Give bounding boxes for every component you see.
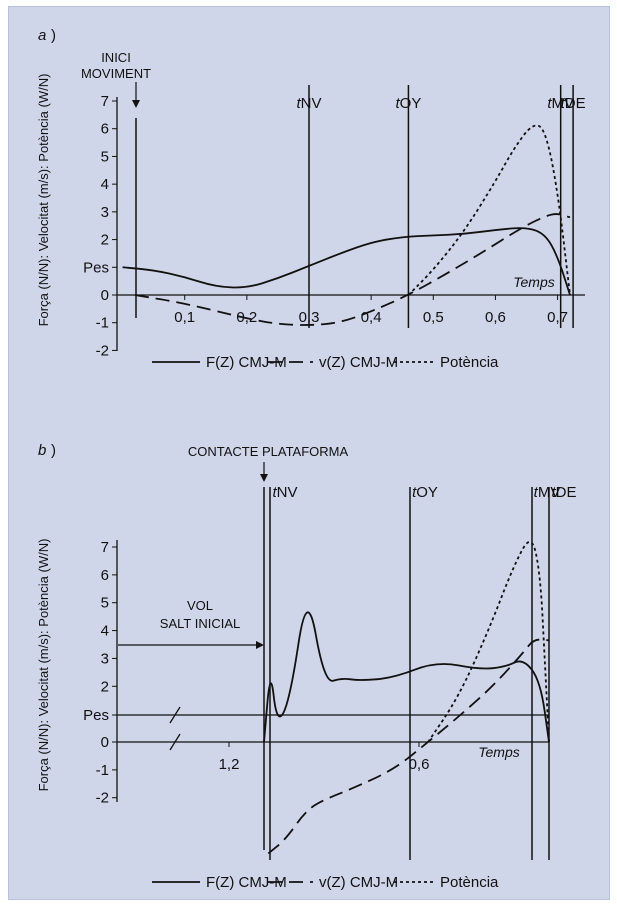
- y-tick-label-a: Pes: [83, 259, 109, 276]
- chart-a: a ) Força (N/N): Velocitat (m/s): Potènc…: [36, 27, 586, 359]
- legend-a: F(Z) CMJ-M v(Z) CMJ-M Potència: [152, 354, 499, 371]
- legend-label-b: Potència: [440, 874, 499, 891]
- axis-break-mark-b: [169, 706, 181, 724]
- y-axis-label-b: Força (N/N): Velocitat (m/s): Potència (…: [36, 539, 51, 792]
- event-annotation-line2-a: MOVIMENT: [81, 66, 151, 81]
- y-tick-label-a: 6: [101, 121, 109, 138]
- x-tick-label-a: 0,5: [423, 309, 444, 326]
- y-tick-label-b: 5: [101, 595, 109, 612]
- marker-label-b: tDE: [551, 484, 576, 501]
- event-arrow-head-b: [260, 474, 268, 482]
- marker-label-b: tNV: [272, 484, 297, 501]
- legend-label-b: v(Z) CMJ-M: [319, 874, 398, 891]
- y-tick-label-a: 7: [101, 93, 109, 110]
- marker-label-a: tOY: [395, 95, 421, 112]
- marker-label-a: tNV: [296, 95, 321, 112]
- marker-label-a: tMV: [547, 95, 574, 112]
- x-tick-label-b: 0,6: [409, 756, 430, 773]
- flight-annotation-line1-b: VOL: [187, 598, 213, 613]
- y-tick-label-a: 5: [101, 148, 109, 165]
- y-tick-label-b: 6: [101, 567, 109, 584]
- legend-b: F(Z) CMJ-M v(Z) CMJ-M Potència: [152, 874, 499, 891]
- event-arrow-head-a: [132, 100, 140, 108]
- x-tick-label-a: 0,7: [547, 309, 568, 326]
- x-axis-label-b: Temps: [478, 744, 520, 760]
- y-tick-label-a: 2: [101, 232, 109, 249]
- axis-break-mark-b: [169, 733, 181, 751]
- y-tick-label-b: 7: [101, 539, 109, 556]
- x-tick-label-a: 0,1: [174, 309, 195, 326]
- event-annotation-b: CONTACTE PLATAFORMA: [188, 444, 349, 459]
- series-line-a-dotted: [407, 124, 571, 296]
- series-b: [263, 541, 550, 855]
- legend-label-b: F(Z) CMJ-M: [206, 874, 287, 891]
- panel-label-a: a: [38, 27, 46, 44]
- series-line-b-solid: [263, 611, 550, 743]
- y-tick-label-a: 3: [101, 204, 109, 221]
- legend-label-a: F(Z) CMJ-M: [206, 354, 287, 371]
- panel-label-a-paren: ): [51, 27, 56, 44]
- y-tick-label-a: -1: [96, 315, 109, 332]
- chart-b: b ) Força (N/N): Velocitat (m/s): Potènc…: [36, 442, 577, 860]
- flight-arrow-head-b: [256, 641, 264, 649]
- y-tick-label-b: 2: [101, 678, 109, 695]
- y-tick-label-b: Pes: [83, 707, 109, 724]
- y-axis-label-a: Força (N/N): Velocitat (m/s): Potència (…: [36, 74, 51, 327]
- y-tick-label-a: 0: [101, 287, 109, 304]
- panel-label-b: b: [38, 442, 46, 459]
- panel-label-b-paren: ): [51, 442, 56, 459]
- y-tick-label-b: 3: [101, 650, 109, 667]
- y-tick-label-b: -2: [96, 790, 109, 807]
- event-annotation-line1-a: INICI: [101, 50, 131, 65]
- series-line-a-dashed: [134, 213, 571, 326]
- y-tick-label-a: -2: [96, 342, 109, 359]
- series-a: [122, 124, 571, 326]
- x-tick-label-a: 0,6: [485, 309, 506, 326]
- marker-label-b: tOY: [412, 484, 438, 501]
- y-tick-label-b: 4: [101, 623, 109, 640]
- series-line-b-dashed: [267, 638, 550, 855]
- x-tick-label-b: 1,2: [219, 756, 240, 773]
- x-axis-label-a: Temps: [513, 274, 555, 290]
- y-tick-label-a: 4: [101, 176, 109, 193]
- series-line-b-dotted: [427, 541, 550, 743]
- legend-label-a: Potència: [440, 354, 499, 371]
- series-line-a-solid: [122, 227, 571, 296]
- flight-annotation-line2-b: SALT INICIAL: [160, 616, 240, 631]
- y-tick-label-b: -1: [96, 762, 109, 779]
- legend-label-a: v(Z) CMJ-M: [319, 354, 398, 371]
- marker-label-a: tDE: [561, 95, 586, 112]
- y-tick-label-b: 0: [101, 734, 109, 751]
